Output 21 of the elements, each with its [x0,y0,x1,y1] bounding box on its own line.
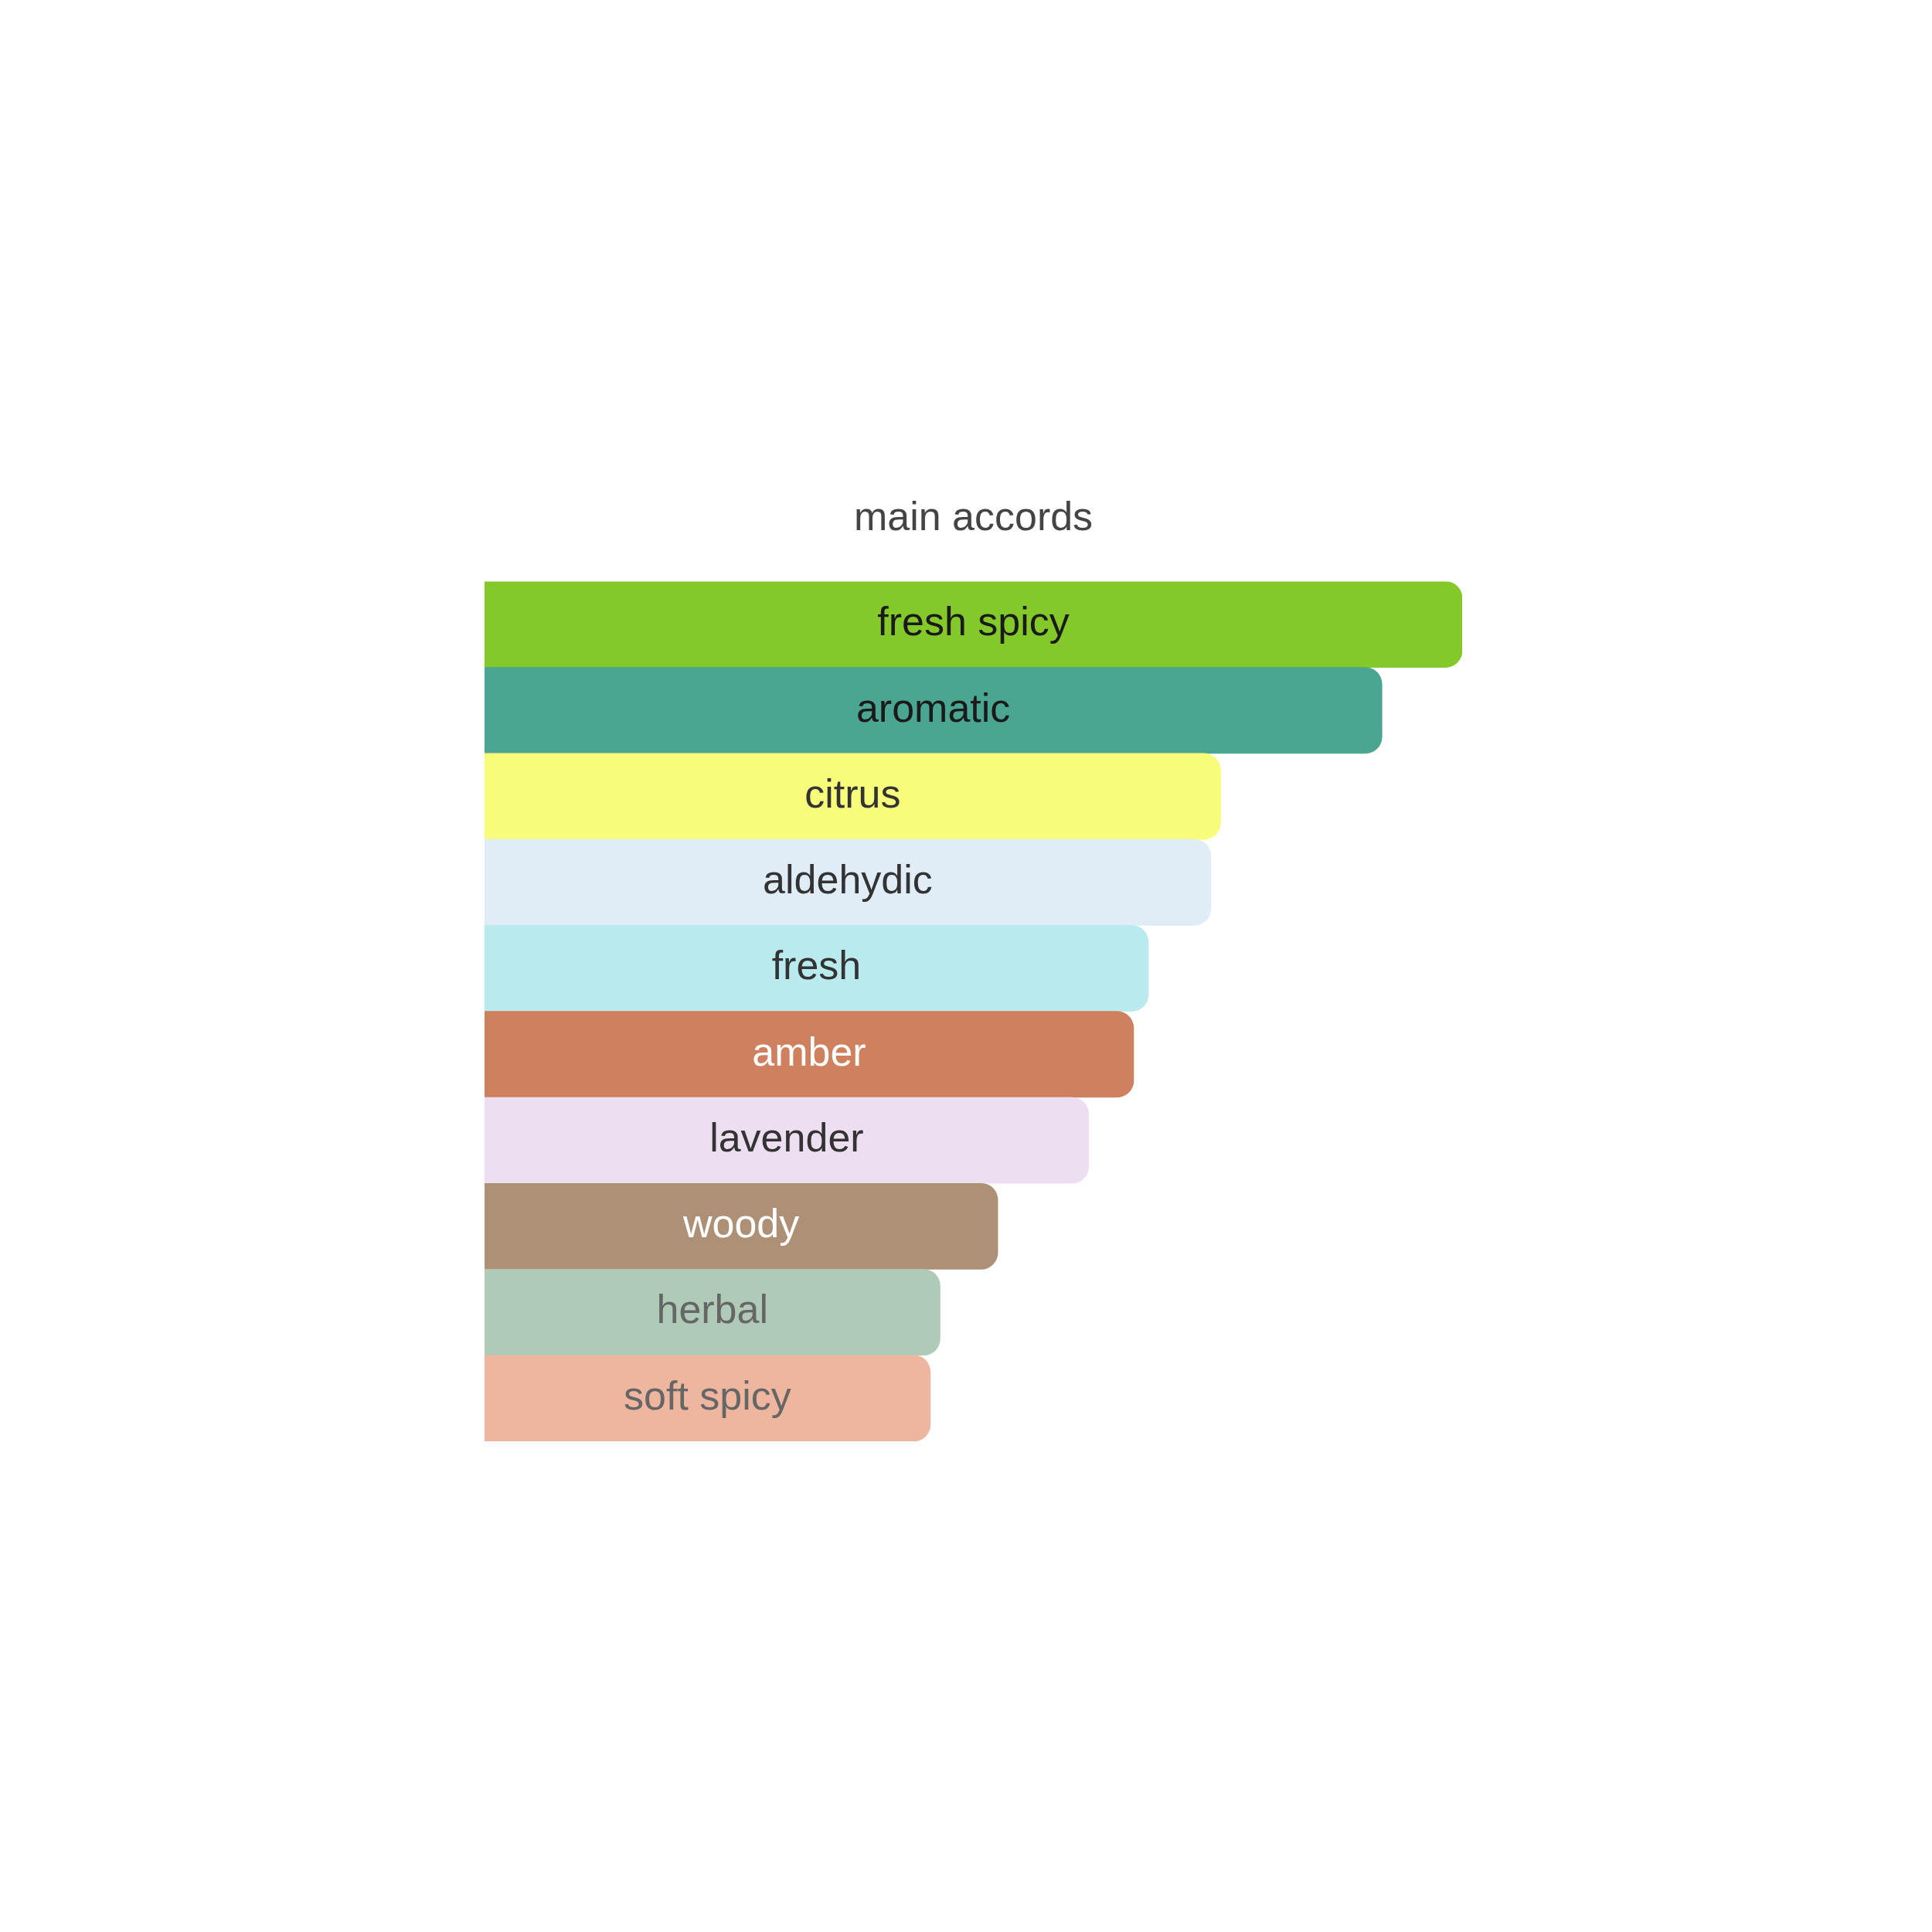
bar [485,753,1221,840]
y-tick-label: citrus [804,770,901,816]
bar [485,1355,931,1441]
bar [485,1011,1134,1098]
bar [485,667,1383,754]
y-tick-label: fresh [771,943,862,988]
y-tick-label: herbal [656,1287,769,1332]
y-tick-label: amber [752,1029,866,1074]
chart-title: main accords [853,493,1094,539]
y-tick-label: lavender [709,1114,864,1160]
y-tick-label: soft spicy [624,1372,791,1418]
y-tick-label: aldehydic [763,857,933,903]
bar [485,581,1462,668]
bar [485,838,1212,926]
y-tick-label: woody [682,1201,800,1247]
bar [485,925,1149,1012]
bar [485,1182,998,1270]
y-tick-label: aromatic [855,685,1011,730]
bar [485,1097,1090,1184]
y-tick-label: fresh spicy [877,599,1070,645]
bar [485,1269,940,1356]
